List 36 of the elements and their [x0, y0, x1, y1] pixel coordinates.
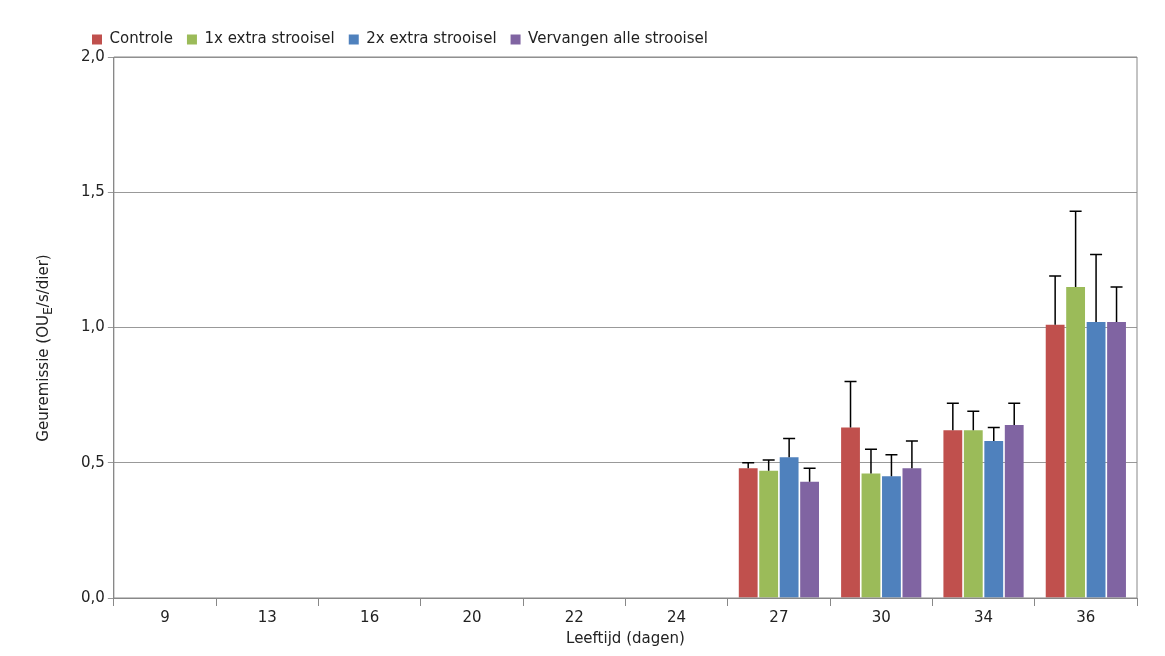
bar	[1045, 324, 1065, 598]
x-tick-label: 9	[160, 607, 170, 626]
x-tick-label: 16	[360, 607, 380, 626]
bar	[943, 430, 963, 598]
legend-label: 1x extra strooisel	[204, 29, 335, 48]
legend-label: 2x extra strooisel	[366, 29, 497, 48]
x-axis-title: Leeftijd (dagen)	[566, 628, 685, 647]
legend-label: Controle	[109, 29, 173, 48]
bar	[759, 470, 779, 598]
y-tick-label: 0,0	[81, 587, 105, 606]
bar	[963, 430, 983, 598]
legend-label: Vervangen alle strooisel	[528, 29, 708, 48]
x-tick-label: 22	[564, 607, 584, 626]
bar	[984, 441, 1004, 598]
x-tick-label: 27	[769, 607, 789, 626]
y-tick-label: 1,5	[81, 182, 105, 201]
x-tick-label: 20	[462, 607, 482, 626]
bar	[1004, 424, 1024, 598]
x-tick-label: 30	[871, 607, 891, 626]
y-tick-label: 2,0	[81, 46, 105, 65]
x-tick-label: 24	[667, 607, 687, 626]
bar	[841, 427, 860, 598]
bar	[1066, 286, 1086, 598]
y-tick-label: 0,5	[81, 452, 105, 471]
x-tick-label: 36	[1076, 607, 1096, 626]
bar	[1107, 322, 1126, 598]
bar	[902, 468, 922, 598]
x-tick-label: 34	[973, 607, 994, 626]
x-tick-label: 13	[257, 607, 277, 626]
bar	[882, 476, 901, 598]
bar	[779, 457, 799, 598]
bar	[861, 473, 881, 598]
bar	[800, 481, 820, 598]
bar	[1086, 322, 1106, 598]
y-tick-label: 1,0	[81, 317, 105, 336]
bar	[738, 468, 758, 598]
